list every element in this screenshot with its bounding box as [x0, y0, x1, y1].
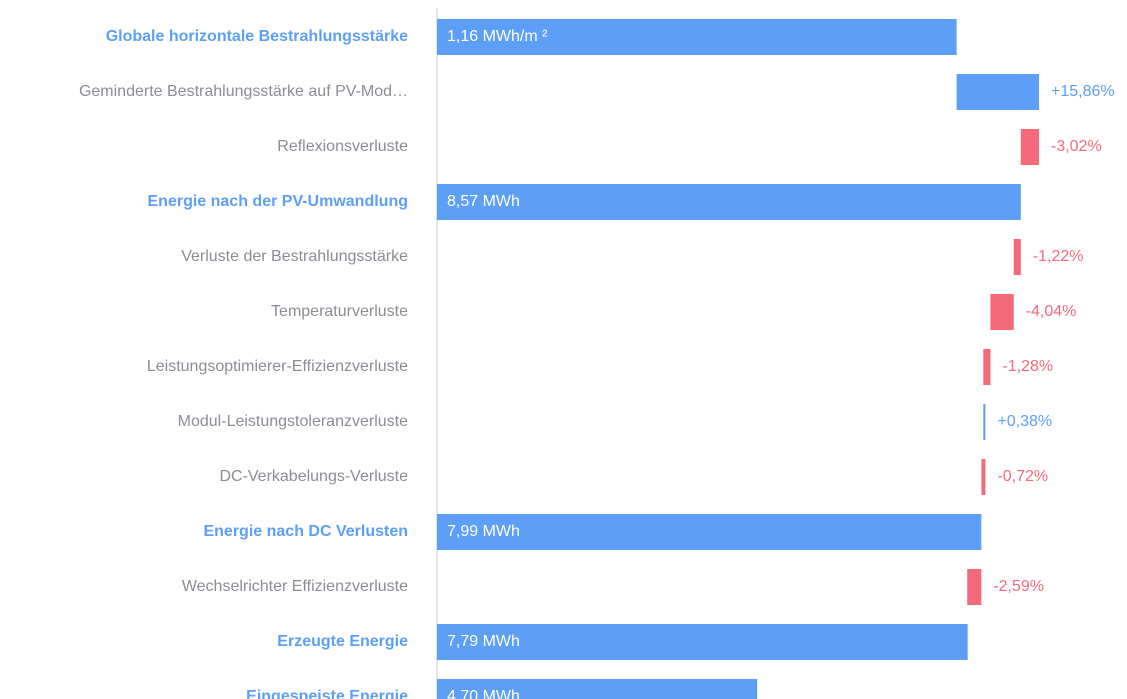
- total-label: Energie nach der PV-Umwandlung: [148, 193, 409, 210]
- delta-bar: [1020, 129, 1039, 165]
- bar-value-label: 1,16 MWh/m ²: [447, 28, 548, 45]
- delta-bar: [990, 294, 1014, 330]
- delta-value-label: +15,86%: [1051, 83, 1115, 100]
- total-label: Eingespeiste Energie: [246, 688, 408, 699]
- delta-value-label: -0,72%: [997, 468, 1048, 485]
- delta-value-label: +0,38%: [997, 413, 1052, 430]
- delta-bar: [1013, 239, 1021, 275]
- delta-bar: [956, 74, 1039, 110]
- delta-value-label: -1,28%: [1002, 358, 1053, 375]
- category-label: Wechselrichter Effizienzverluste: [182, 578, 408, 595]
- category-label: Leistungsoptimierer-Effizienzverluste: [147, 358, 408, 375]
- total-label: Energie nach DC Verlusten: [203, 523, 408, 540]
- total-bar: [437, 679, 758, 699]
- bar-value-label: 8,57 MWh: [447, 193, 520, 210]
- total-label: Erzeugte Energie: [277, 633, 408, 650]
- category-label: Modul-Leistungstoleranzverluste: [178, 413, 408, 430]
- total-bar: [437, 624, 968, 660]
- category-label: Temperaturverluste: [271, 303, 408, 320]
- delta-bar: [983, 404, 986, 440]
- bar-value-label: 7,99 MWh: [447, 523, 520, 540]
- total-bar: [437, 19, 957, 55]
- delta-value-label: -4,04%: [1026, 303, 1077, 320]
- delta-value-label: -2,59%: [993, 578, 1044, 595]
- bar-value-label: 4,70 MWh: [447, 688, 520, 699]
- delta-value-label: -3,02%: [1051, 138, 1102, 155]
- total-bar: [437, 514, 982, 550]
- total-bar: [437, 184, 1021, 220]
- delta-bar: [967, 569, 982, 605]
- delta-bar: [981, 459, 986, 495]
- total-label: Globale horizontale Bestrahlungsstärke: [106, 28, 408, 45]
- delta-bar: [983, 349, 991, 385]
- delta-value-label: -1,22%: [1033, 248, 1084, 265]
- category-label: Verluste der Bestrahlungsstärke: [181, 248, 408, 265]
- category-label: Reflexionsverluste: [277, 138, 408, 155]
- category-label: Geminderte Bestrahlungsstärke auf PV-Mod…: [79, 83, 408, 100]
- category-label: DC-Verkabelungs-Verluste: [219, 468, 408, 485]
- bar-value-label: 7,79 MWh: [447, 633, 520, 650]
